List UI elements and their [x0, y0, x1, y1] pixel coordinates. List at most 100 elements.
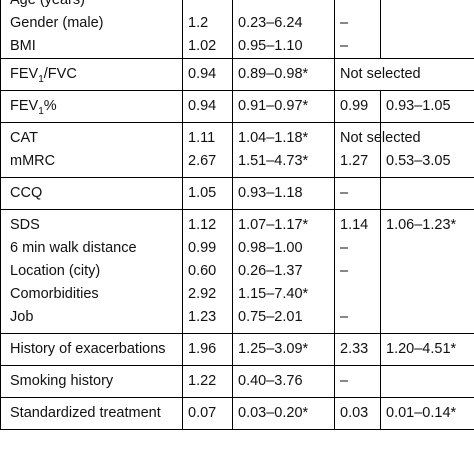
adjusted-ci-value: 0.01–0.14* — [386, 405, 457, 421]
adjusted-or-cell: 1.14 – – – — [334, 209, 381, 334]
ci-value: 0.26–1.37 — [238, 263, 303, 279]
variable-cell: SDS 6 min walk distance Location (city) Com… — [0, 209, 183, 334]
ci-cell: 0.89–0.98* — [232, 58, 335, 91]
adjusted-or-value — [340, 0, 375, 12]
adjusted-ci-value: 1.20–4.51* — [386, 341, 457, 357]
adjusted-or-cell: 2.33 — [334, 333, 381, 366]
variable-label: FEV1% — [10, 95, 177, 118]
ci-value: 1.04–1.18* — [238, 130, 309, 146]
variable-cell: CCQ — [0, 177, 183, 210]
adjusted-or-value: 1.27 — [340, 153, 369, 169]
adjusted-ci-cell: 0.01–0.14* — [380, 397, 474, 430]
ci-value: 0.91–0.97* — [238, 98, 309, 114]
or-value: 0.07 — [188, 405, 217, 421]
adjusted-or-value: 1.14 — [340, 217, 369, 233]
variable-label-text: /FVC — [43, 66, 77, 82]
or-cell: 1.22 — [182, 365, 233, 398]
or-cell: 0.94 — [182, 90, 233, 123]
variable-label-text: FEV — [10, 98, 39, 114]
adjusted-ci-cell: 0.93–1.05 — [380, 90, 474, 123]
variable-label-text: % — [43, 98, 57, 114]
variable-label: BMI — [10, 38, 36, 54]
table-row: History of exacerbations 1.96 1.25–3.09* 2.… — [0, 333, 474, 366]
variable-label: CCQ — [10, 185, 43, 201]
adjusted-or-value: – — [340, 15, 349, 31]
or-value: 1.23 — [188, 309, 217, 325]
table-row: Smoking history 1.22 0.40–3.76 – — [0, 365, 474, 398]
or-value: 0.99 — [188, 240, 217, 256]
ci-cell: 0.91–0.97* — [232, 90, 335, 123]
adjusted-or-cell: 0.03 — [334, 397, 381, 430]
adjusted-or-value: – — [340, 185, 349, 201]
ci-value: 0.89–0.98* — [238, 66, 309, 82]
variable-label: Location (city) — [10, 263, 101, 279]
ci-value: 0.23–6.24 — [238, 15, 303, 31]
or-value: 0.94 — [188, 66, 217, 82]
ci-cell: 0.23–6.24 0.95–1.10 — [232, 0, 335, 59]
regression-table: Age (years) Gender (male) BMI 1.2 1.02 0.23–6… — [0, 0, 474, 430]
ci-value — [238, 0, 329, 12]
or-cell: 0.07 — [182, 397, 233, 430]
ci-value: 0.75–2.01 — [238, 309, 303, 325]
variable-cell: Standardized treatment — [0, 397, 183, 430]
ci-value: 1.15–7.40* — [238, 286, 309, 302]
or-value: 1.11 — [188, 130, 216, 146]
ci-value: 1.51–4.73* — [238, 153, 309, 169]
adjusted-or-cell: Not selected — [334, 58, 474, 91]
ci-cell: 0.40–3.76 — [232, 365, 335, 398]
variable-label: FEV1/FVC — [10, 63, 177, 86]
or-value: 2.92 — [188, 286, 217, 302]
variable-cell: History of exacerbations — [0, 333, 183, 366]
variable-cell: Age (years) Gender (male) BMI — [0, 0, 183, 59]
variable-label-subscript: 1 — [38, 73, 44, 85]
variable-cell: FEV1% — [0, 90, 183, 123]
ci-cell: 0.93–1.18 — [232, 177, 335, 210]
or-value: 0.94 — [188, 98, 217, 114]
ci-cell: 1.25–3.09* — [232, 333, 335, 366]
variable-label: Standardized treatment — [10, 405, 161, 421]
ci-value: 0.98–1.00 — [238, 240, 303, 256]
adjusted-ci-cell: 1.20–4.51* — [380, 333, 474, 366]
or-value: 0.60 — [188, 263, 217, 279]
table-row: SDS 6 min walk distance Location (city) Com… — [0, 209, 474, 334]
adjusted-ci-cell — [380, 365, 474, 398]
adjusted-ci-value: 0.93–1.05 — [386, 98, 451, 114]
adjusted-or-cell: – — [334, 365, 381, 398]
adjusted-or-cell: – — [334, 177, 381, 210]
adjusted-ci-value — [386, 35, 469, 58]
or-value: 1.02 — [188, 38, 217, 54]
table-row: Age (years) Gender (male) BMI 1.2 1.02 0.23–6… — [0, 0, 474, 59]
adjusted-or-cell: Not selected 1.27 — [334, 122, 421, 178]
adjusted-ci-value — [386, 237, 469, 260]
adjusted-or-cell: 0.99 — [334, 90, 381, 123]
adjusted-or-value: Not selected — [340, 66, 421, 82]
or-value: 2.67 — [188, 153, 217, 169]
table-row: Standardized treatment 0.07 0.03–0.20* 0.03… — [0, 397, 474, 430]
adjusted-ci-value: 0.53–3.05 — [386, 153, 451, 169]
adjusted-ci-value: 1.06–1.23* — [386, 217, 457, 233]
or-cell: 1.2 1.02 — [182, 0, 233, 59]
variable-label: SDS — [10, 217, 40, 233]
adjusted-or-value: – — [340, 309, 349, 325]
adjusted-ci-cell — [380, 177, 474, 210]
or-value: 1.2 — [188, 15, 209, 31]
or-value: 1.05 — [188, 185, 217, 201]
table-row: CAT mMRC 1.11 2.67 1.04–1.18* 1.51–4.73* Not s… — [0, 122, 474, 178]
ci-cell: 0.03–0.20* — [232, 397, 335, 430]
adjusted-or-value: – — [340, 38, 349, 54]
variable-label-text: FEV — [10, 66, 39, 82]
adjusted-or-value: 0.99 — [340, 98, 369, 114]
adjusted-or-value: – — [340, 263, 349, 279]
ci-cell: 1.07–1.17* 0.98–1.00 0.26–1.37 1.15–7.40* 0.… — [232, 209, 335, 334]
adjusted-ci-value — [386, 370, 469, 393]
variable-label: Comorbidities — [10, 286, 99, 302]
adjusted-ci-value — [386, 12, 469, 35]
adjusted-ci-value — [386, 0, 469, 12]
or-value: 1.96 — [188, 341, 217, 357]
or-value — [188, 0, 227, 12]
adjusted-ci-value — [386, 306, 469, 329]
variable-cell: Smoking history — [0, 365, 183, 398]
or-cell: 1.96 — [182, 333, 233, 366]
variable-cell: FEV1/FVC — [0, 58, 183, 91]
or-cell: 1.11 2.67 — [182, 122, 233, 178]
